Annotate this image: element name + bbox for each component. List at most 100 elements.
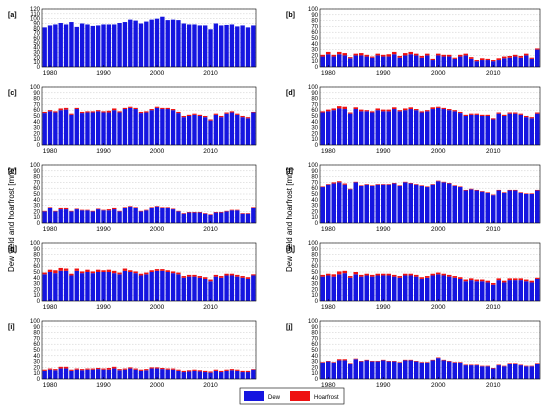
hoarfrost-bar [507, 190, 512, 191]
hoarfrost-bar [85, 270, 89, 272]
hoarfrost-bar [370, 57, 375, 58]
hoarfrost-bar [397, 185, 402, 186]
dew-bar [85, 370, 89, 379]
dew-bar [370, 113, 375, 145]
hoarfrost-bar [430, 107, 435, 109]
hoarfrost-bar [85, 369, 89, 370]
y-tick-label: 0 [37, 143, 41, 149]
dew-bar [425, 111, 430, 145]
hoarfrost-bar [214, 212, 218, 213]
hoarfrost-bar [441, 274, 446, 276]
hoarfrost-bar [502, 366, 507, 367]
dew-bar [128, 20, 132, 67]
hoarfrost-bar [524, 193, 529, 194]
hoarfrost-bar [535, 48, 540, 49]
dew-bar [219, 117, 223, 145]
dew-bar [403, 182, 408, 223]
hoarfrost-bar [496, 278, 501, 280]
dew-bar [381, 275, 386, 301]
dew-bar [518, 280, 523, 301]
y-tick-label: 0 [315, 221, 319, 227]
dew-bar [75, 27, 79, 67]
dew-bar [187, 24, 191, 67]
hoarfrost-bar [112, 367, 116, 369]
hoarfrost-bar [419, 56, 424, 58]
dew-bar [42, 27, 46, 67]
hoarfrost-bar [192, 370, 196, 371]
dew-bar [485, 282, 490, 301]
x-tick-label: 1990 [96, 382, 111, 389]
hoarfrost-bar [364, 110, 369, 111]
x-tick-label: 1990 [96, 226, 111, 233]
hoarfrost-bar [386, 54, 391, 56]
y-tick-label: 90 [33, 325, 40, 331]
dew-bar [48, 25, 52, 67]
dew-bar [214, 115, 218, 145]
hoarfrost-bar [107, 368, 111, 370]
dew-bar [85, 210, 89, 223]
x-tick-label: 2000 [431, 226, 446, 233]
hoarfrost-bar [224, 370, 228, 371]
dew-bar [224, 275, 228, 301]
dew-bar [359, 277, 364, 301]
dew-bar [80, 113, 84, 145]
hoarfrost-bar [203, 277, 207, 279]
hoarfrost-bar [436, 358, 441, 359]
x-tick-label: 1990 [376, 226, 391, 233]
dew-bar [240, 25, 244, 67]
panel: 01020304050607080901001980 1990 2000 2010[b… [286, 7, 540, 77]
dew-bar [447, 110, 452, 145]
dew-bar [149, 208, 153, 223]
hoarfrost-bar [107, 209, 111, 210]
dew-bar [502, 366, 507, 379]
hoarfrost-bar [160, 108, 164, 109]
hoarfrost-bar [139, 370, 143, 371]
dew-bar [246, 372, 250, 379]
dew-bar [117, 370, 121, 379]
hoarfrost-bar [359, 53, 364, 55]
dew-bar [469, 59, 474, 67]
hoarfrost-bar [160, 207, 164, 208]
dew-bar [107, 113, 111, 145]
x-tick-label: 1990 [376, 70, 391, 77]
dew-bar [171, 110, 175, 145]
hoarfrost-bar [219, 371, 223, 372]
hoarfrost-bar [139, 112, 143, 113]
x-tick-label: 2000 [431, 382, 446, 389]
y-tick-label: 60 [311, 264, 318, 270]
dew-bar [441, 275, 446, 301]
hoarfrost-bar [507, 56, 512, 58]
dew-bar [155, 207, 159, 223]
hoarfrost-bar [230, 369, 234, 370]
dew-bar [513, 280, 518, 301]
hoarfrost-bar [331, 55, 336, 57]
hoarfrost-bar [513, 363, 518, 364]
dew-bar [80, 24, 84, 68]
dew-bar [364, 185, 369, 223]
hoarfrost-bar [524, 116, 529, 117]
hoarfrost-bar [149, 270, 153, 272]
hoarfrost-bar [251, 274, 255, 275]
x-tick-label: 2000 [150, 226, 165, 233]
hoarfrost-bar [518, 114, 523, 115]
legend: Dew Hoarfrost [240, 388, 344, 404]
hoarfrost-bar [96, 270, 100, 272]
dew-bar [337, 274, 342, 301]
hoarfrost-bar [69, 274, 73, 276]
y-tick-label: 60 [33, 342, 40, 348]
dew-bar [251, 208, 255, 223]
dew-bar [408, 360, 413, 379]
hoarfrost-bar [430, 274, 435, 276]
hoarfrost-bar [320, 186, 325, 187]
dew-bar [447, 184, 452, 223]
dew-bar [117, 274, 121, 301]
y-tick-label: 50 [311, 192, 318, 198]
dew-bar [331, 57, 336, 67]
dew-bar [53, 370, 57, 379]
hoarfrost-bar [251, 207, 255, 208]
hoarfrost-bar [408, 183, 413, 184]
hoarfrost-bar [219, 212, 223, 213]
dew-bar [337, 360, 342, 379]
hoarfrost-bar [397, 362, 402, 363]
hoarfrost-bar [166, 369, 170, 370]
